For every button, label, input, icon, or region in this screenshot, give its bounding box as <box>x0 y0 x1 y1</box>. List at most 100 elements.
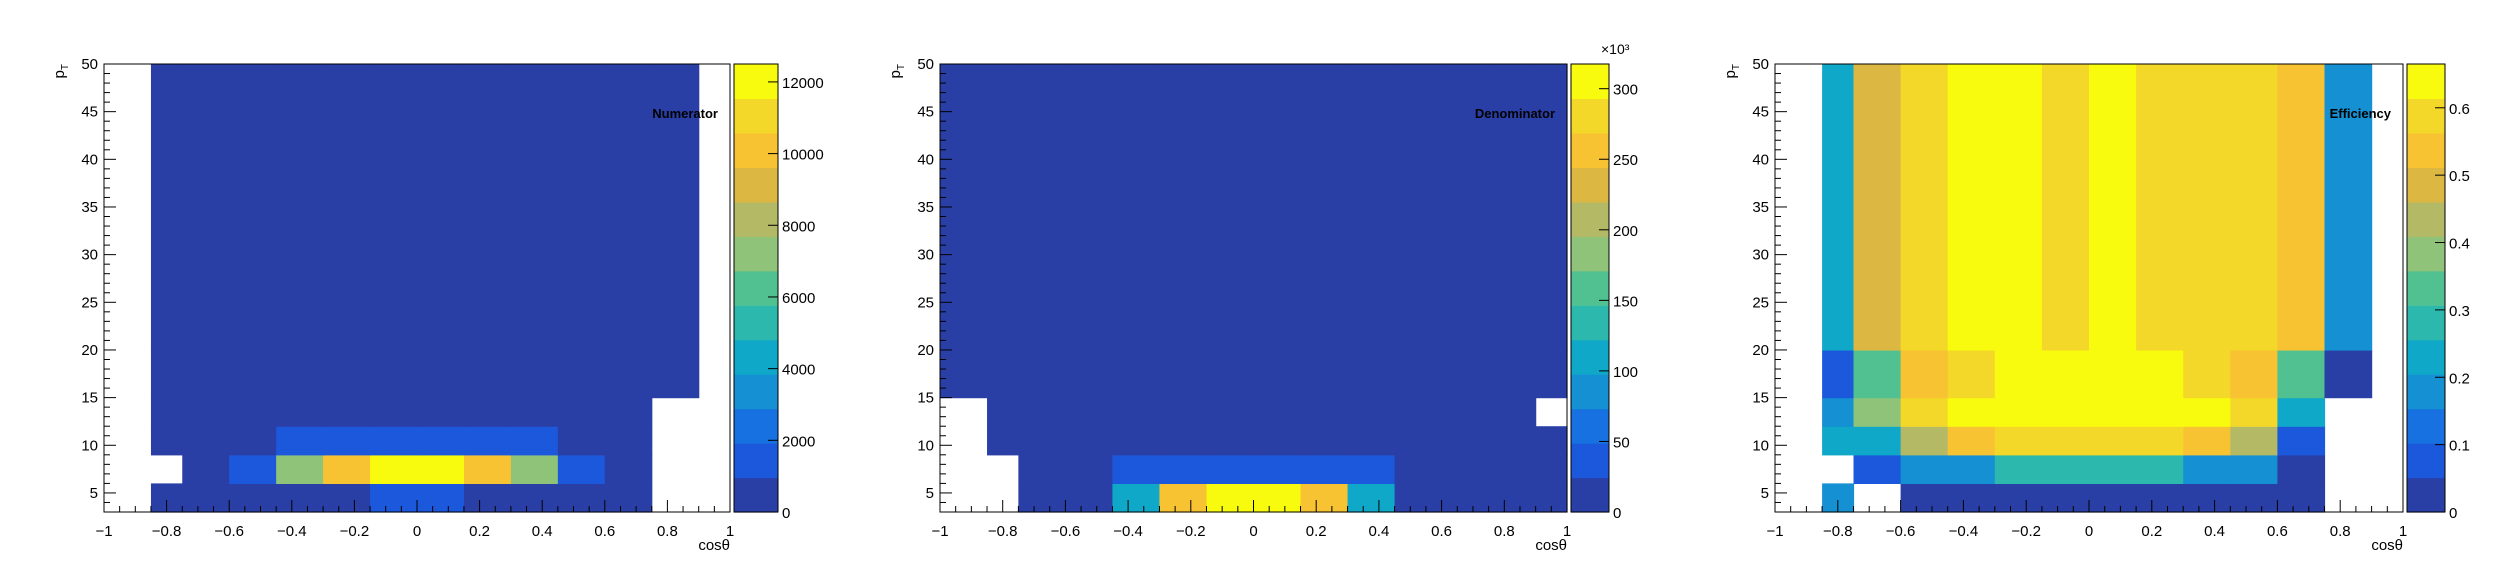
heatmap-cell <box>463 426 512 456</box>
heatmap-cell <box>1018 397 1066 427</box>
y-tick-label: 5 <box>90 485 98 502</box>
heatmap-cell <box>1112 483 1161 513</box>
x-axis-label: cosθ <box>2371 537 2403 554</box>
heatmap-cell <box>1900 349 1949 399</box>
heatmap-cell <box>1488 64 1537 351</box>
heatmap-cell <box>1253 483 1302 513</box>
heatmap-cell <box>463 454 512 485</box>
heatmap-cell <box>2089 349 2137 399</box>
heatmap-cell <box>1488 454 1537 485</box>
heatmap-cell <box>1018 483 1066 513</box>
heatmap-cell <box>1253 64 1302 351</box>
y-tick-label: 25 <box>917 294 934 311</box>
colorbar-segment <box>1571 98 1609 134</box>
heatmap-cell <box>1822 426 1855 456</box>
heatmap-cell <box>2089 397 2137 427</box>
y-tick-label: 30 <box>917 247 934 264</box>
heatmap-cell <box>2230 454 2278 485</box>
heatmap-cell <box>1853 426 1902 456</box>
heatmap-cell <box>1065 426 1114 456</box>
heatmap-cell <box>276 483 324 513</box>
heatmap-cell <box>276 454 324 485</box>
heatmap-cell <box>150 397 183 427</box>
colorbar-tick-label: 0.5 <box>2449 168 2470 185</box>
heatmap-cell <box>182 426 230 456</box>
colorbar-segment <box>734 374 778 410</box>
heatmap-cell <box>2230 64 2278 351</box>
heatmap-cell <box>2136 397 2184 427</box>
heatmap-cell <box>987 64 1019 351</box>
heatmap-cell <box>417 454 465 485</box>
y-tick-label: 40 <box>917 151 934 168</box>
heatmap-cell <box>463 64 512 351</box>
colorbar-tick-label: 12000 <box>782 75 824 92</box>
heatmap-cell <box>323 349 371 399</box>
heatmap-cell <box>1159 349 1208 399</box>
panel-title: Numerator <box>652 106 718 121</box>
heatmap-cell <box>463 483 512 513</box>
heatmap-cell <box>651 64 700 351</box>
x-tick-label: −0.2 <box>2011 523 2041 540</box>
heatmap-cell <box>229 397 277 427</box>
heatmap-cell <box>2230 397 2278 427</box>
heatmap-cell <box>1994 454 2043 485</box>
x-tick-label: 0.8 <box>1494 523 1515 540</box>
x-tick-label: −1 <box>931 523 948 540</box>
heatmap-cell <box>1347 454 1396 485</box>
heatmap-cell <box>1300 349 1349 399</box>
heatmap-cell <box>1018 64 1066 351</box>
colorbar-segment <box>1571 236 1609 272</box>
heatmap-cell <box>182 397 230 427</box>
heatmap-cell <box>2136 426 2184 456</box>
heatmap-cell <box>1347 397 1396 427</box>
colorbar-segment <box>2407 374 2445 410</box>
x-tick-label: 0.6 <box>1431 523 1452 540</box>
heatmap-cell <box>557 397 606 427</box>
x-axis-label: cosθ <box>1535 537 1567 554</box>
y-tick-label: 20 <box>1752 342 1769 359</box>
heatmap-cell <box>463 397 512 427</box>
colorbar-segment <box>2407 236 2445 272</box>
colorbar-tick-label: 50 <box>1613 434 1630 451</box>
heatmap-cell <box>2041 349 2090 399</box>
colorbar-segment <box>734 305 778 341</box>
colorbar-segment <box>734 201 778 237</box>
heatmap-cell <box>651 349 700 399</box>
x-tick-label: 0 <box>1249 523 1257 540</box>
x-tick-label: −0.4 <box>1113 523 1143 540</box>
heatmap-cell <box>1347 64 1396 351</box>
colorbar-tick-label: 6000 <box>782 290 815 307</box>
heatmap-cell <box>1206 349 1255 399</box>
x-tick-label: 0.2 <box>2141 523 2162 540</box>
heatmap-cell <box>1018 454 1066 485</box>
heatmap-cell <box>1853 64 1902 351</box>
heatmap-cell <box>1159 483 1208 513</box>
y-axis-label: pT <box>887 64 907 78</box>
heatmap-cell <box>1947 397 1996 427</box>
colorbar-exponent-label: ×10³ <box>1601 41 1630 57</box>
colorbar-tick-label: 4000 <box>782 362 815 379</box>
y-tick-label: 30 <box>81 247 98 264</box>
heatmap-cell <box>1206 483 1255 513</box>
colorbar: 0 2000 4000 6000 8000 10000 12000 <box>733 63 824 522</box>
heatmap-cell <box>1159 454 1208 485</box>
x-tick-label: −0.8 <box>1823 523 1853 540</box>
heatmap-cell <box>417 483 465 513</box>
y-tick-label: 15 <box>917 390 934 407</box>
heatmap-cell <box>229 483 277 513</box>
heatmap-cell <box>2324 349 2373 399</box>
heatmap-cell <box>229 349 277 399</box>
heatmap-cell <box>2183 349 2231 399</box>
heatmap-cell <box>2230 483 2278 513</box>
colorbar-tick-label: 8000 <box>782 218 815 235</box>
colorbar-segment <box>2407 305 2445 341</box>
heatmap-cell <box>2041 397 2090 427</box>
heatmap-cell <box>1488 483 1537 513</box>
heatmap-cell <box>2136 64 2184 351</box>
heatmap-cell <box>370 397 418 427</box>
heatmap-cell <box>2277 426 2326 456</box>
colorbar-tick-label: 0.2 <box>2449 370 2470 387</box>
heatmap-cell <box>1488 397 1537 427</box>
